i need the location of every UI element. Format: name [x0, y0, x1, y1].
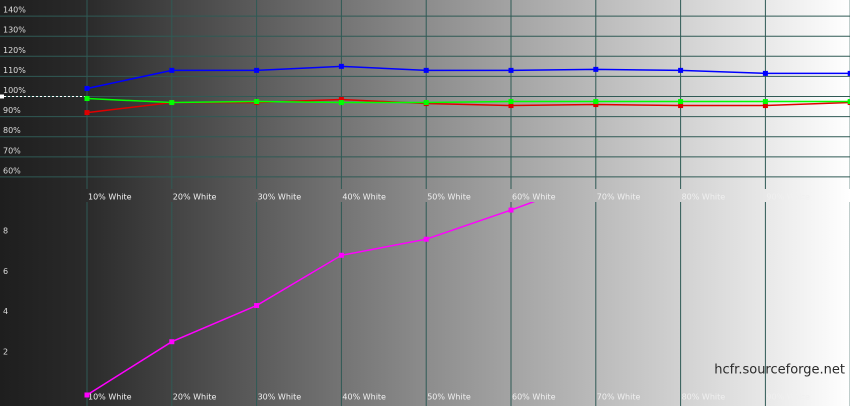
- point-marker: [508, 99, 514, 105]
- point-marker: [508, 207, 514, 213]
- x-tick-label: 10% White: [88, 393, 132, 402]
- y-tick-label: 120%: [3, 46, 26, 55]
- x-tick-label: 70% White: [597, 393, 641, 402]
- point-marker: [84, 96, 90, 102]
- point-marker: [338, 97, 344, 103]
- x-tick-label: 40% White: [342, 393, 386, 402]
- point-marker: [762, 99, 768, 105]
- series-line: [86, 65, 850, 90]
- x-tick-label: 40% White: [342, 193, 386, 202]
- point-marker: [678, 67, 684, 73]
- point-marker: [593, 66, 599, 72]
- x-tick-label: 80% White: [682, 193, 726, 202]
- watermark: hcfr.sourceforge.net: [714, 363, 845, 378]
- x-tick-label: 90% White: [766, 393, 810, 402]
- point-marker: [423, 67, 429, 73]
- x-tick-label: 90% White: [766, 193, 810, 202]
- y-tick-label: 8: [3, 227, 8, 236]
- plot: [84, 202, 536, 398]
- x-tick-label: 20% White: [173, 193, 217, 202]
- y-tick-label: 110%: [3, 66, 26, 75]
- point-marker: [254, 303, 260, 309]
- point-marker: [678, 103, 684, 109]
- y-tick-label: 130%: [3, 26, 26, 35]
- x-tick-label: 30% White: [258, 393, 302, 402]
- point-marker: [423, 236, 429, 242]
- y-tick-label: 80%: [3, 126, 21, 135]
- point-marker: [84, 110, 90, 116]
- y-tick-label: 2: [3, 347, 8, 356]
- y-tick-label: 70%: [3, 146, 21, 155]
- point-marker: [84, 392, 90, 398]
- point-marker: [338, 252, 344, 258]
- x-tick-label: 60% White: [512, 393, 556, 402]
- point-marker: [762, 103, 768, 109]
- y-tick-label: 90%: [3, 106, 21, 115]
- point-marker: [423, 100, 429, 106]
- y-tick-label: 140%: [3, 6, 26, 15]
- x-tick-label: 30% White: [258, 193, 302, 202]
- point-marker: [762, 70, 768, 76]
- x-tick-label: 60% White: [512, 193, 556, 202]
- point-marker: [169, 100, 175, 106]
- point-marker: [254, 99, 260, 105]
- y-tick-label: 100%: [3, 86, 26, 95]
- x-tick-label: 50% White: [427, 393, 471, 402]
- x-tick-label: 50% White: [427, 193, 471, 202]
- reference-marker: [0, 94, 4, 99]
- y-tick-label: 6: [3, 267, 8, 276]
- series-line: [86, 97, 850, 104]
- point-marker: [254, 67, 260, 73]
- point-marker: [338, 63, 344, 69]
- point-marker: [593, 102, 599, 108]
- point-marker: [169, 339, 175, 345]
- x-tick-label: 10% White: [88, 193, 132, 202]
- point-marker: [508, 103, 514, 109]
- x-tick-label: 80% White: [682, 393, 726, 402]
- plot: [84, 63, 850, 116]
- x-tick-label: 70% White: [597, 193, 641, 202]
- point-marker: [847, 99, 850, 105]
- point-marker: [338, 100, 344, 106]
- y-tick-label: 4: [3, 307, 8, 316]
- point-marker: [678, 99, 684, 105]
- point-marker: [593, 99, 599, 105]
- point-marker: [508, 67, 514, 73]
- point-marker: [84, 85, 90, 91]
- point-marker: [847, 70, 850, 76]
- point-marker: [169, 67, 175, 73]
- y-tick-label: 60%: [3, 166, 21, 175]
- x-tick-label: 20% White: [173, 393, 217, 402]
